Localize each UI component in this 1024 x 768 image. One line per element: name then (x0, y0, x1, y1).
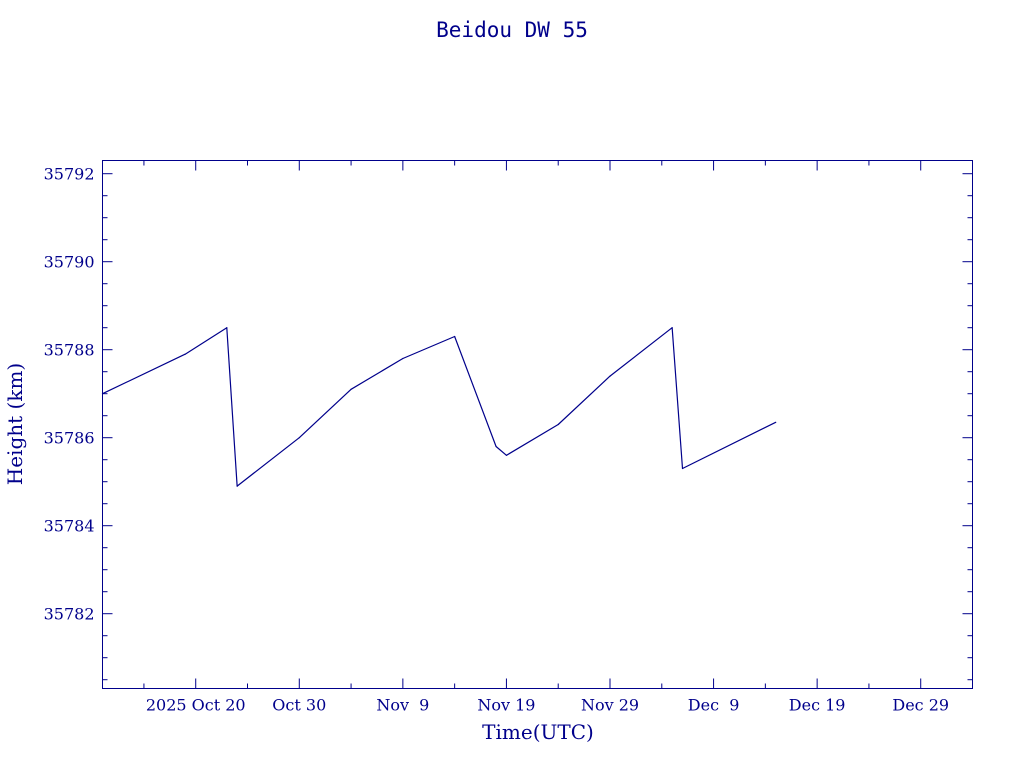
data-point (184, 353, 186, 355)
data-point (226, 327, 228, 329)
y-tick-label: 35788 (44, 341, 95, 360)
x-tick-label: Oct 30 (272, 696, 326, 715)
data-point (236, 485, 238, 487)
y-axis: 35782 35784 35786 35788 35790 35792 (44, 165, 973, 624)
series-layer (101, 327, 777, 487)
data-point (454, 335, 456, 338)
data-point (671, 327, 673, 329)
x-axis-title: Time(UTC) (482, 720, 594, 744)
x-tick-label: Nov 9 (376, 696, 429, 715)
data-point (775, 421, 777, 423)
data-point (350, 388, 352, 390)
y-tick-label: 35790 (44, 253, 95, 272)
chart-title: Beidou DW 55 (436, 18, 588, 42)
y-tick-label: 35792 (44, 165, 95, 184)
plot-frame (102, 160, 973, 689)
x-tick-label: Nov 29 (581, 696, 639, 715)
data-point (609, 375, 611, 377)
y-tick-label: 35784 (44, 517, 95, 536)
data-point (101, 393, 104, 395)
y-tick-label: 35782 (44, 605, 95, 624)
y-axis-title: Height (km) (3, 363, 27, 485)
y-tick-label: 35786 (44, 429, 95, 448)
x-tick-label: Dec 29 (892, 696, 949, 715)
data-point (495, 445, 497, 448)
x-tick-label: Dec 19 (789, 696, 846, 715)
data-point (681, 467, 684, 470)
x-tick-label: 2025 Oct 20 (146, 696, 246, 715)
data-point (298, 437, 300, 439)
minor-ticks (102, 160, 973, 689)
x-tick-label: Nov 19 (477, 696, 535, 715)
x-axis: 2025 Oct 20 Oct 30 Nov 9 Nov 19 Nov 29 Dec 9 D… (146, 160, 949, 715)
x-tick-label: Dec 9 (688, 696, 740, 715)
data-point (557, 423, 559, 426)
data-point (402, 357, 404, 360)
data-point (505, 454, 508, 456)
